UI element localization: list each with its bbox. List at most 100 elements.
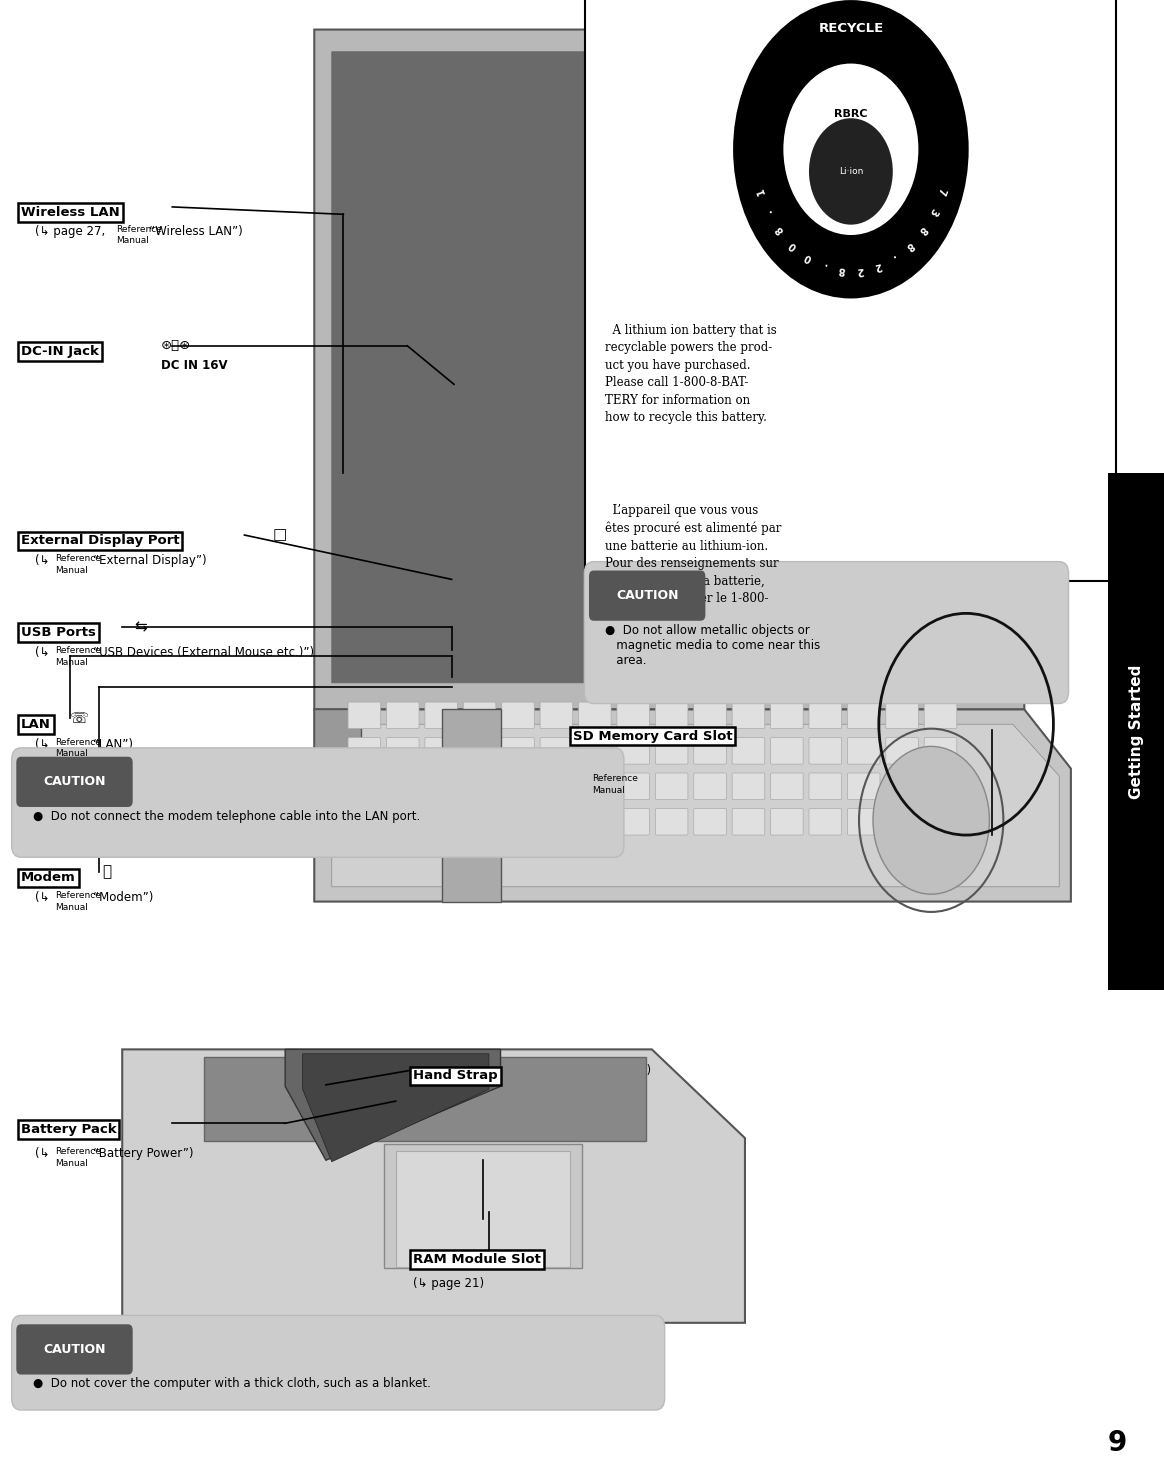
FancyBboxPatch shape — [589, 571, 705, 621]
FancyBboxPatch shape — [809, 738, 842, 764]
Text: LAN: LAN — [21, 718, 51, 730]
FancyBboxPatch shape — [694, 702, 726, 729]
Text: (↳ page 21): (↳ page 21) — [413, 1277, 484, 1290]
Text: Manual: Manual — [55, 566, 87, 575]
Text: CAUTION: CAUTION — [43, 776, 106, 788]
Text: 8: 8 — [838, 265, 846, 275]
FancyBboxPatch shape — [396, 1151, 570, 1267]
FancyBboxPatch shape — [579, 808, 611, 835]
FancyBboxPatch shape — [463, 773, 496, 800]
Text: (↳: (↳ — [35, 1147, 49, 1160]
FancyBboxPatch shape — [732, 702, 765, 729]
FancyBboxPatch shape — [771, 738, 803, 764]
FancyBboxPatch shape — [463, 702, 496, 729]
FancyBboxPatch shape — [847, 702, 880, 729]
Polygon shape — [332, 724, 1059, 887]
FancyBboxPatch shape — [540, 702, 573, 729]
FancyBboxPatch shape — [502, 738, 534, 764]
Text: CAUTION: CAUTION — [43, 1344, 106, 1355]
Text: “External Display”): “External Display”) — [93, 554, 207, 568]
Text: Manual: Manual — [55, 749, 87, 758]
Text: DC-IN Jack: DC-IN Jack — [21, 346, 99, 358]
Text: ●  Do not allow metallic objects or
   magnetic media to come near this
   area.: ● Do not allow metallic objects or magne… — [605, 624, 821, 667]
FancyBboxPatch shape — [732, 738, 765, 764]
Text: “USB Devices (External Mouse etc.)”): “USB Devices (External Mouse etc.)”) — [93, 646, 314, 659]
Circle shape — [452, 773, 468, 794]
Polygon shape — [204, 1057, 646, 1141]
Polygon shape — [332, 52, 1001, 683]
Text: “Battery Power”): “Battery Power”) — [93, 1147, 193, 1160]
FancyBboxPatch shape — [655, 773, 688, 800]
Text: ⇆: ⇆ — [134, 619, 147, 634]
Text: (↳ page 17): (↳ page 17) — [580, 1064, 651, 1076]
Text: RAM Module Slot: RAM Module Slot — [413, 1253, 541, 1265]
Text: 2: 2 — [873, 260, 882, 272]
Text: CAUTION: CAUTION — [616, 590, 679, 602]
Text: 9: 9 — [1108, 1429, 1127, 1456]
Text: Manual: Manual — [55, 903, 87, 912]
Text: 7: 7 — [935, 186, 946, 195]
FancyBboxPatch shape — [771, 808, 803, 835]
Text: ⌖: ⌖ — [102, 865, 112, 879]
FancyBboxPatch shape — [771, 702, 803, 729]
FancyBboxPatch shape — [12, 1315, 665, 1410]
FancyBboxPatch shape — [847, 773, 880, 800]
Text: “SD Memory Card/MultiMedia: “SD Memory Card/MultiMedia — [634, 774, 809, 788]
Circle shape — [783, 64, 918, 235]
Text: “LAN”): “LAN”) — [93, 738, 133, 751]
Text: Hand Strap: Hand Strap — [413, 1070, 498, 1082]
FancyBboxPatch shape — [463, 738, 496, 764]
FancyBboxPatch shape — [1108, 473, 1164, 990]
FancyBboxPatch shape — [425, 702, 457, 729]
Text: .: . — [890, 253, 897, 263]
Text: Modem: Modem — [21, 872, 76, 884]
Text: Li·ion: Li·ion — [839, 167, 863, 176]
FancyBboxPatch shape — [348, 808, 381, 835]
FancyBboxPatch shape — [617, 702, 650, 729]
Text: L’appareil que vous vous
êtes procuré est alimenté par
une batterie au lithium-i: L’appareil que vous vous êtes procuré es… — [605, 504, 782, 622]
Text: A lithium ion battery that is
recyclable powers the prod-
uct you have purchased: A lithium ion battery that is recyclable… — [605, 324, 778, 424]
FancyBboxPatch shape — [924, 808, 957, 835]
Text: Reference: Reference — [55, 646, 100, 655]
FancyBboxPatch shape — [386, 808, 419, 835]
Text: SD Memory Card Slot: SD Memory Card Slot — [573, 730, 732, 742]
Text: “Wireless LAN”): “Wireless LAN”) — [149, 225, 243, 238]
Polygon shape — [384, 1144, 582, 1268]
Text: 8: 8 — [903, 239, 915, 251]
Text: RBRC: RBRC — [835, 109, 867, 118]
FancyBboxPatch shape — [502, 808, 534, 835]
Text: ●  Do not connect the modem telephone cable into the LAN port.: ● Do not connect the modem telephone cab… — [33, 810, 420, 823]
FancyBboxPatch shape — [771, 773, 803, 800]
Text: 8: 8 — [773, 223, 786, 235]
FancyBboxPatch shape — [12, 748, 624, 857]
Text: Manual: Manual — [55, 1159, 87, 1168]
Text: Manual: Manual — [592, 786, 625, 795]
Text: Manual: Manual — [116, 236, 149, 245]
Text: 3: 3 — [927, 205, 939, 217]
Text: 2: 2 — [856, 265, 864, 275]
Text: Wireless LAN: Wireless LAN — [21, 207, 120, 219]
FancyBboxPatch shape — [617, 808, 650, 835]
FancyBboxPatch shape — [540, 773, 573, 800]
Text: .: . — [764, 207, 774, 216]
FancyBboxPatch shape — [694, 738, 726, 764]
Text: USB Ports: USB Ports — [21, 627, 95, 638]
Text: DC IN 16V: DC IN 16V — [161, 359, 227, 372]
Text: Reference: Reference — [55, 738, 100, 746]
Text: External Display Port: External Display Port — [21, 535, 179, 547]
Polygon shape — [314, 30, 1024, 709]
Text: Card”): Card”) — [573, 795, 611, 808]
FancyBboxPatch shape — [463, 808, 496, 835]
FancyBboxPatch shape — [655, 808, 688, 835]
Text: Reference: Reference — [592, 774, 638, 783]
FancyBboxPatch shape — [655, 738, 688, 764]
Text: 0: 0 — [787, 239, 799, 251]
Circle shape — [452, 795, 468, 816]
FancyBboxPatch shape — [924, 702, 957, 729]
FancyBboxPatch shape — [16, 757, 133, 807]
Text: (↳: (↳ — [35, 554, 49, 568]
FancyBboxPatch shape — [579, 738, 611, 764]
Text: Reference: Reference — [55, 891, 100, 900]
Text: ●  Do not cover the computer with a thick cloth, such as a blanket.: ● Do not cover the computer with a thick… — [33, 1377, 431, 1391]
FancyBboxPatch shape — [809, 702, 842, 729]
